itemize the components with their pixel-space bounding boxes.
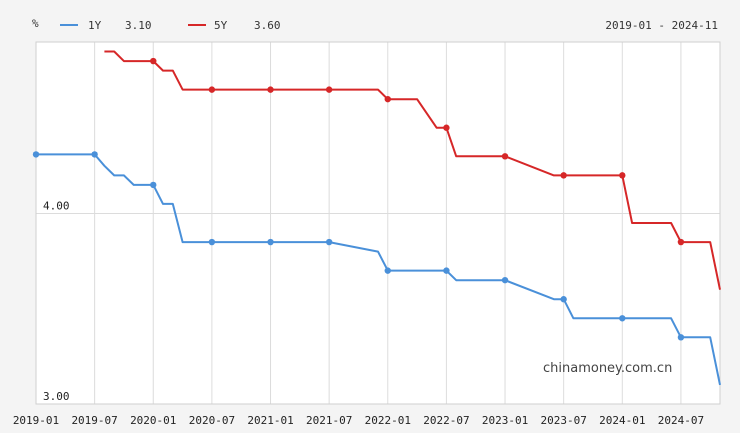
point-5y-2020-01 xyxy=(150,57,157,65)
legend: 1Y 3.10 5Y 3.60 xyxy=(60,19,281,32)
unit-label: % xyxy=(32,17,39,30)
series-line-1y xyxy=(36,153,721,386)
point-1y-2019-01 xyxy=(32,151,40,158)
point-5y-2022-01 xyxy=(384,95,391,103)
legend-value-1y: 3.10 xyxy=(125,19,152,32)
x-tick-label-2022-01: 2022-01 xyxy=(365,414,411,427)
point-1y-2022-07 xyxy=(443,267,450,274)
x-tick-label-2020-07: 2020-07 xyxy=(189,414,235,427)
point-1y-2020-07 xyxy=(208,238,216,246)
point-1y-2021-01 xyxy=(267,238,274,246)
point-1y-2023-01 xyxy=(501,276,509,284)
legend-label-1y: 1Y xyxy=(88,19,102,32)
series-lines xyxy=(36,50,721,386)
x-tick-label-2020-01: 2020-01 xyxy=(130,414,176,427)
x-tick-label-2021-07: 2021-07 xyxy=(306,414,352,427)
point-5y-2022-07 xyxy=(443,124,450,131)
point-1y-2022-01 xyxy=(384,267,391,274)
legend-value-5y: 3.60 xyxy=(254,19,281,32)
point-1y-2020-01 xyxy=(150,181,157,189)
point-1y-2021-07 xyxy=(325,238,333,246)
point-5y-2020-07 xyxy=(208,86,216,93)
point-5y-2021-07 xyxy=(325,86,333,93)
y-tick-label-4.00: 4.00 xyxy=(43,199,70,212)
date-range-label: 2019-01 - 2024-11 xyxy=(605,19,718,32)
point-1y-2019-07 xyxy=(91,151,98,158)
x-tick-label-2024-01: 2024-01 xyxy=(599,414,645,427)
axes: 2019-01 2019-07 2020-01 2020-07 2021-01 2021-… xyxy=(13,41,721,427)
plot-frame xyxy=(35,41,721,405)
point-1y-2023-07 xyxy=(560,296,567,303)
series-markers xyxy=(32,57,685,341)
point-1y-2024-07 xyxy=(677,334,685,341)
point-5y-2024-01 xyxy=(619,172,626,179)
x-tick-label-2019-01: 2019-01 xyxy=(13,414,59,427)
x-tick-label-2021-01: 2021-01 xyxy=(247,414,293,427)
plot-area xyxy=(36,42,720,404)
x-tick-label-2019-07: 2019-07 xyxy=(71,414,117,427)
watermark-text: chinamoney.com.cn xyxy=(543,361,672,376)
legend-label-5y: 5Y xyxy=(214,19,228,32)
x-tick-label-2023-01: 2023-01 xyxy=(482,414,528,427)
x-tick-label-2022-07: 2022-07 xyxy=(423,414,469,427)
point-1y-2024-01 xyxy=(619,315,626,322)
x-tick-label-2023-07: 2023-07 xyxy=(540,414,586,427)
point-5y-2023-07 xyxy=(560,172,567,179)
point-5y-2023-01 xyxy=(501,153,509,160)
x-tick-label-2024-07: 2024-07 xyxy=(658,414,704,427)
point-5y-2024-07 xyxy=(677,238,685,246)
point-5y-2021-01 xyxy=(267,86,274,93)
y-tick-label-3.00: 3.00 xyxy=(43,390,70,403)
series-line-5y xyxy=(104,50,721,290)
